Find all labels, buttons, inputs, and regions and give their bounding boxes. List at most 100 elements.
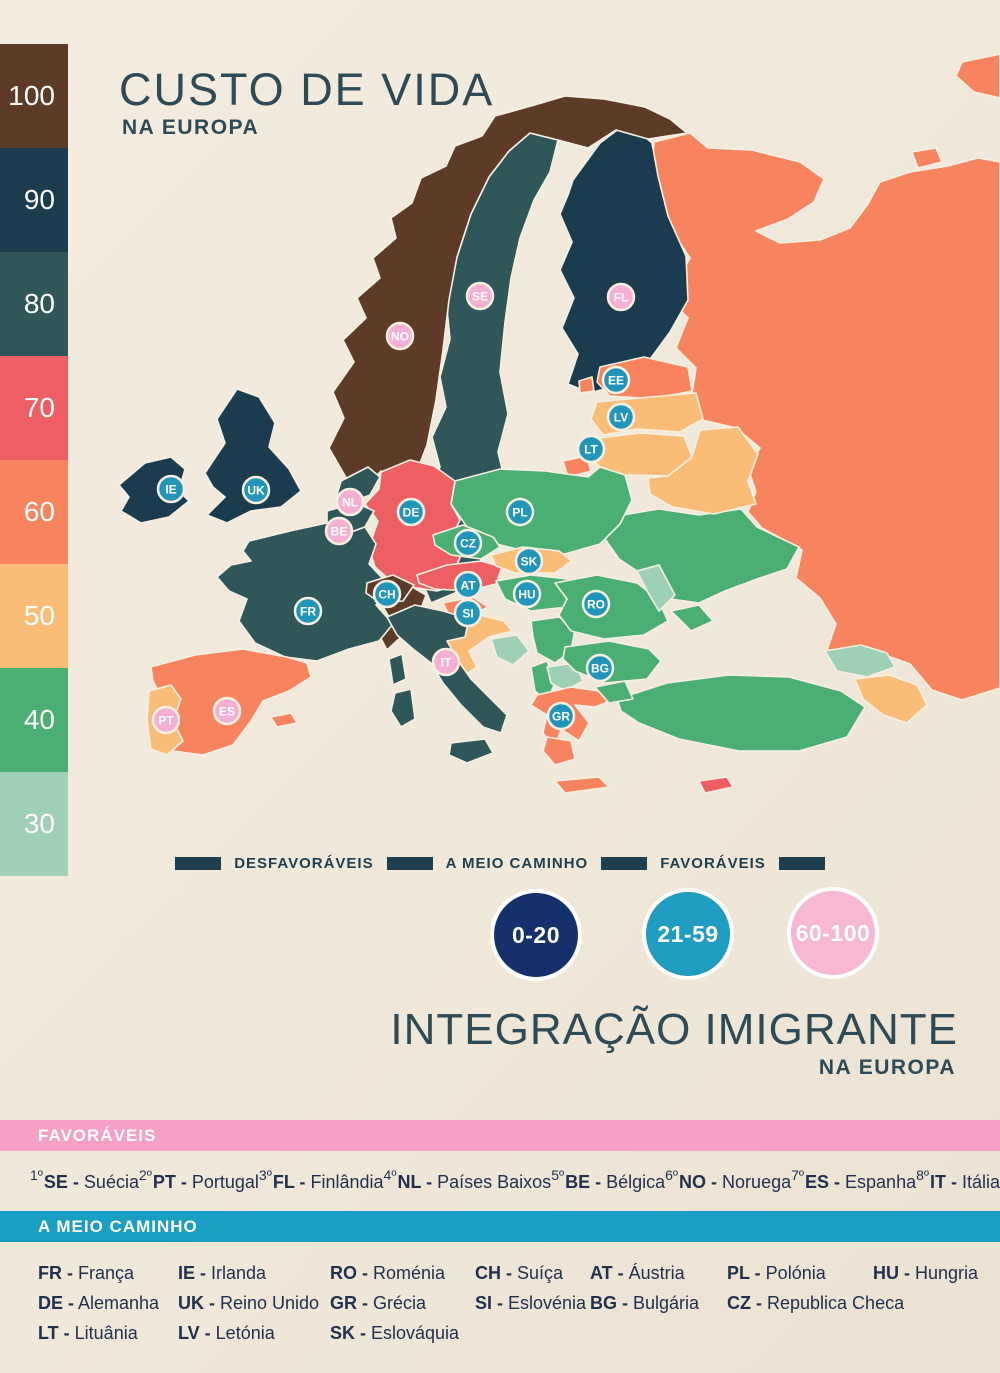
- country-code: FL -: [272, 1172, 306, 1192]
- country-code: IE -: [178, 1262, 207, 1283]
- country-item-SK: SK - Eslováquia: [330, 1323, 475, 1344]
- country-name: Eslováquia: [366, 1322, 460, 1343]
- integration-title: INTEGRAÇÃO IMIGRANTE: [390, 1005, 958, 1054]
- meio-caminho-country-list: FR - França IE - Irlanda RO - Roménia CH - …: [0, 1258, 1000, 1348]
- svg-text:SK: SK: [521, 555, 538, 569]
- integration-category-legend: DESFAVORÁVEIS A MEIO CAMINHO FAVORÁVEIS: [0, 855, 1000, 872]
- country-code: UK -: [178, 1292, 215, 1313]
- svg-text:AT: AT: [460, 579, 476, 593]
- rank-item-PT: 2ºPT - Portugal: [139, 1158, 259, 1193]
- map-label-SE: SE: [465, 281, 495, 311]
- country-item-DE: DE - Alemanha: [38, 1293, 178, 1314]
- map-label-HU: HU: [512, 579, 542, 609]
- country-name: Portugal: [186, 1172, 259, 1192]
- category-label: FAVORÁVEIS: [660, 855, 766, 872]
- country-code: SK -: [330, 1322, 366, 1343]
- country-code: IT -: [930, 1172, 957, 1192]
- country-code: PL -: [727, 1262, 761, 1283]
- svg-text:HU: HU: [518, 588, 535, 602]
- country-code: LT -: [38, 1322, 70, 1343]
- cost-legend-block-90: 90: [0, 148, 68, 252]
- region-russia-arctic: [955, 53, 1000, 99]
- integration-subtitle: NA EUROPA: [818, 1056, 956, 1079]
- country-code: HU -: [873, 1262, 910, 1283]
- svg-text:CZ: CZ: [460, 537, 476, 551]
- legend-dash: [175, 857, 222, 870]
- country-code: GR -: [330, 1292, 368, 1313]
- svg-text:LV: LV: [614, 411, 628, 425]
- map-label-BG: BG: [585, 653, 615, 683]
- map-label-DE: DE: [396, 497, 426, 527]
- favoraveis-header-label: FAVORÁVEIS: [38, 1125, 157, 1145]
- map-label-ES: ES: [212, 696, 242, 726]
- region-azerbaijan: [854, 674, 928, 724]
- svg-text:GR: GR: [552, 710, 570, 724]
- country-code: NL -: [397, 1172, 433, 1192]
- svg-text:NL: NL: [342, 496, 358, 510]
- rank-item-BE: 5ºBE - Bélgica: [551, 1158, 665, 1193]
- region-estonia-isles: [578, 376, 595, 394]
- category-label: DESFAVORÁVEIS: [234, 855, 374, 872]
- map-label-GR: GR: [546, 701, 576, 731]
- country-name: Países Baixos: [432, 1172, 552, 1192]
- map-label-EE: EE: [601, 365, 631, 395]
- rank-number: 2º: [138, 1167, 152, 1183]
- region-turkey: [616, 674, 866, 752]
- country-item-LV: LV - Letónia: [178, 1323, 330, 1344]
- svg-text:UK: UK: [247, 484, 265, 498]
- country-code: FR -: [38, 1262, 73, 1283]
- cost-legend-block-50: 50: [0, 564, 68, 668]
- country-name: Suíça: [512, 1262, 564, 1283]
- country-item-SI: SI - Eslovénia: [475, 1293, 590, 1314]
- region-norway: [328, 95, 688, 493]
- country-name: Republica Checa: [762, 1292, 905, 1313]
- map-label-UK: UK: [241, 475, 271, 505]
- rank-number: 1º: [30, 1167, 43, 1183]
- rank-item-IT: 8ºIT - Itália: [916, 1158, 1000, 1193]
- country-name: Grécia: [368, 1292, 427, 1313]
- country-code: BG -: [590, 1292, 628, 1313]
- svg-text:LT: LT: [584, 443, 598, 457]
- region-romania: [554, 574, 669, 640]
- country-item-RO: RO - Roménia: [330, 1263, 475, 1284]
- map-country-labels: SE FL NO EE LV LT IE UK NL BE DE PL CZ SK AT HU RO CH SI FR…: [151, 281, 636, 735]
- map-label-LV: LV: [606, 402, 636, 432]
- region-peloponnese: [542, 736, 576, 766]
- country-name: Suécia: [78, 1172, 139, 1192]
- country-name: Itália: [957, 1172, 1000, 1192]
- map-label-NL: NL: [335, 487, 365, 517]
- region-ireland: [118, 456, 190, 524]
- region-uk: [204, 388, 302, 524]
- country-item-LT: LT - Lituânia: [38, 1323, 178, 1344]
- page-subtitle: NA EUROPA: [122, 116, 260, 139]
- svg-text:IE: IE: [165, 483, 176, 497]
- region-russia-island: [911, 147, 943, 169]
- rank-number: 7º: [791, 1167, 805, 1183]
- map-label-BE: BE: [324, 516, 354, 546]
- country-code: CH -: [475, 1262, 512, 1283]
- country-name: Noruega: [717, 1172, 792, 1192]
- svg-text:NO: NO: [391, 330, 409, 344]
- svg-text:EE: EE: [608, 374, 624, 388]
- cost-legend-block-80: 80: [0, 252, 68, 356]
- rank-number: 4º: [383, 1167, 397, 1183]
- country-code: PT -: [152, 1172, 187, 1192]
- map-label-IE: IE: [156, 474, 186, 504]
- cost-legend: 100 90 80 70 60 50 40 30: [0, 44, 68, 876]
- map-label-RO: RO: [581, 589, 611, 619]
- svg-text:FR: FR: [300, 605, 316, 619]
- country-name: Finlândia: [305, 1172, 384, 1192]
- svg-text:RO: RO: [587, 598, 605, 612]
- rank-number: 3º: [258, 1167, 272, 1183]
- cost-legend-block-70: 70: [0, 356, 68, 460]
- map-label-CZ: CZ: [453, 528, 483, 558]
- country-code: RO -: [330, 1262, 368, 1283]
- country-name: Reino Unido: [215, 1292, 320, 1313]
- region-sicily: [448, 738, 494, 764]
- country-name: Irlanda: [206, 1262, 267, 1283]
- country-name: Polónia: [760, 1262, 826, 1283]
- rank-number: 8º: [916, 1167, 929, 1183]
- favoraveis-ranking-list: 1ºSE - Suécia 2ºPT - Portugal 3ºFL - Finlâ…: [0, 1158, 1000, 1193]
- svg-text:SI: SI: [462, 607, 473, 621]
- legend-dash: [386, 857, 433, 870]
